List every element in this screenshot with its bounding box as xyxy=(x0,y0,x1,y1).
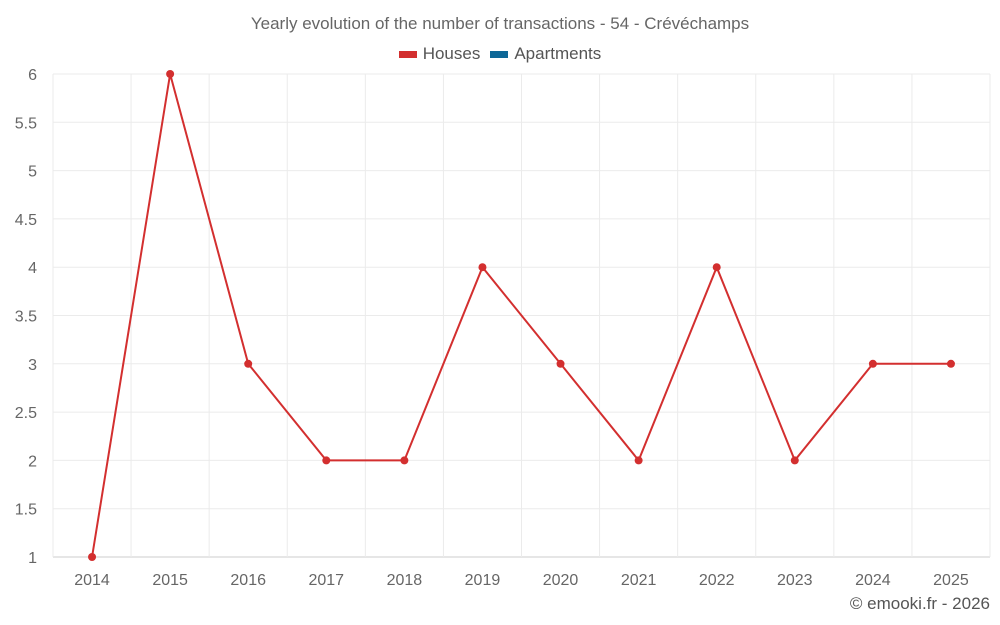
y-tick-label: 2 xyxy=(28,453,37,470)
legend-item-apartments[interactable]: Apartments xyxy=(490,44,601,64)
legend-label-apartments: Apartments xyxy=(514,44,602,63)
x-tick-label: 2024 xyxy=(855,572,891,589)
legend-item-houses[interactable]: Houses xyxy=(398,44,481,64)
y-tick-label: 4.5 xyxy=(15,212,37,229)
x-tick-label: 2016 xyxy=(230,572,266,589)
y-tick-label: 3 xyxy=(28,357,37,374)
chart-title: Yearly evolution of the number of transa… xyxy=(250,14,750,33)
x-tick-label: 2020 xyxy=(543,572,579,589)
series-line-houses xyxy=(91,73,951,558)
credit-text: © emooki.fr - 2026 xyxy=(849,594,990,613)
data-point-houses[interactable] xyxy=(712,263,721,272)
y-tick-label: 3.5 xyxy=(15,309,37,326)
legend-swatch-houses xyxy=(398,50,417,58)
y-tick-label: 2.5 xyxy=(15,405,37,422)
legend: Houses Apartments xyxy=(0,44,1000,64)
x-tick-label: 2021 xyxy=(621,572,657,589)
y-tick-label: 6 xyxy=(28,67,37,84)
y-tick-label: 5.5 xyxy=(15,115,37,132)
legend-swatch-apartments xyxy=(490,50,509,58)
x-tick-label: 2022 xyxy=(699,572,735,589)
data-point-houses[interactable] xyxy=(790,456,799,465)
x-tick-label: 2025 xyxy=(933,572,969,589)
y-tick-label: 4 xyxy=(28,260,37,277)
legend-label-houses: Houses xyxy=(422,44,481,63)
y-tick-label: 1.5 xyxy=(15,502,37,519)
x-tick-label: 2018 xyxy=(387,572,423,589)
data-point-houses[interactable] xyxy=(244,359,253,368)
data-point-houses[interactable] xyxy=(322,456,331,465)
y-tick-label: 5 xyxy=(28,164,37,181)
y-tick-label: 1 xyxy=(28,550,37,567)
x-tick-label: 2019 xyxy=(465,572,501,589)
data-point-houses[interactable] xyxy=(556,359,565,368)
data-point-houses[interactable] xyxy=(400,456,409,465)
x-axis: 2014 2015 2016 2017 2018 2019 2020 2021 2022 2023… xyxy=(74,572,969,589)
data-point-houses[interactable] xyxy=(88,553,97,561)
data-point-houses[interactable] xyxy=(166,70,175,78)
data-point-houses[interactable] xyxy=(868,359,877,368)
x-tick-label: 2014 xyxy=(74,572,110,589)
data-point-houses[interactable] xyxy=(634,456,643,465)
x-tick-label: 2015 xyxy=(152,572,188,589)
y-axis: 1 1.5 2 2.5 3 3.5 4 4.5 5 5.5 6 xyxy=(15,67,37,567)
x-tick-label: 2017 xyxy=(308,572,344,589)
series-layer xyxy=(88,70,955,561)
data-point-houses[interactable] xyxy=(946,359,955,368)
data-point-houses[interactable] xyxy=(478,263,487,272)
x-tick-label: 2023 xyxy=(777,572,813,589)
